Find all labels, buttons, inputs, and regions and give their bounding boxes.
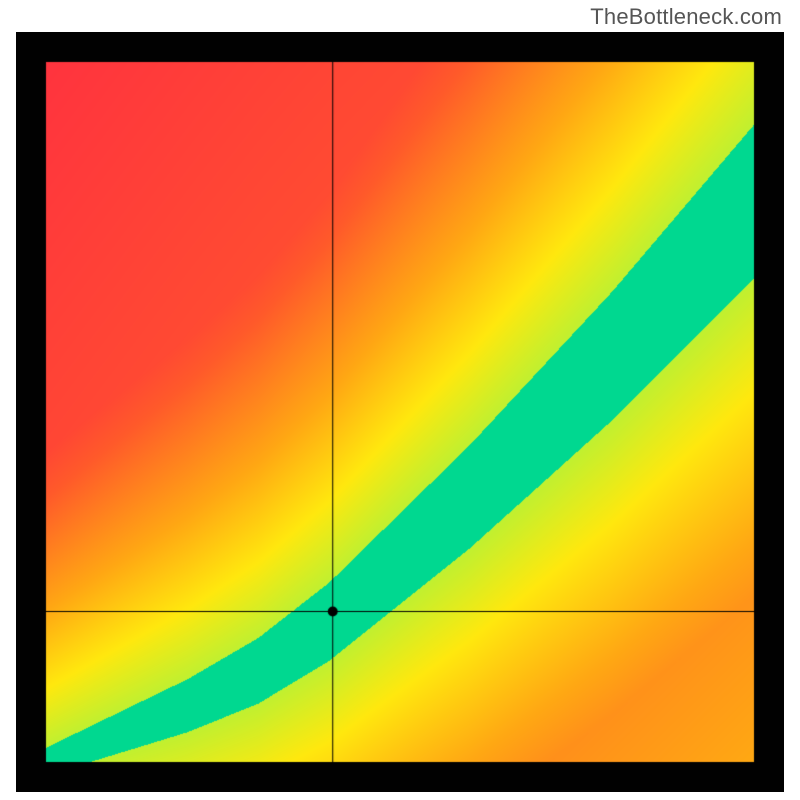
heatmap-canvas [16,32,784,792]
watermark-text: TheBottleneck.com [590,4,782,30]
